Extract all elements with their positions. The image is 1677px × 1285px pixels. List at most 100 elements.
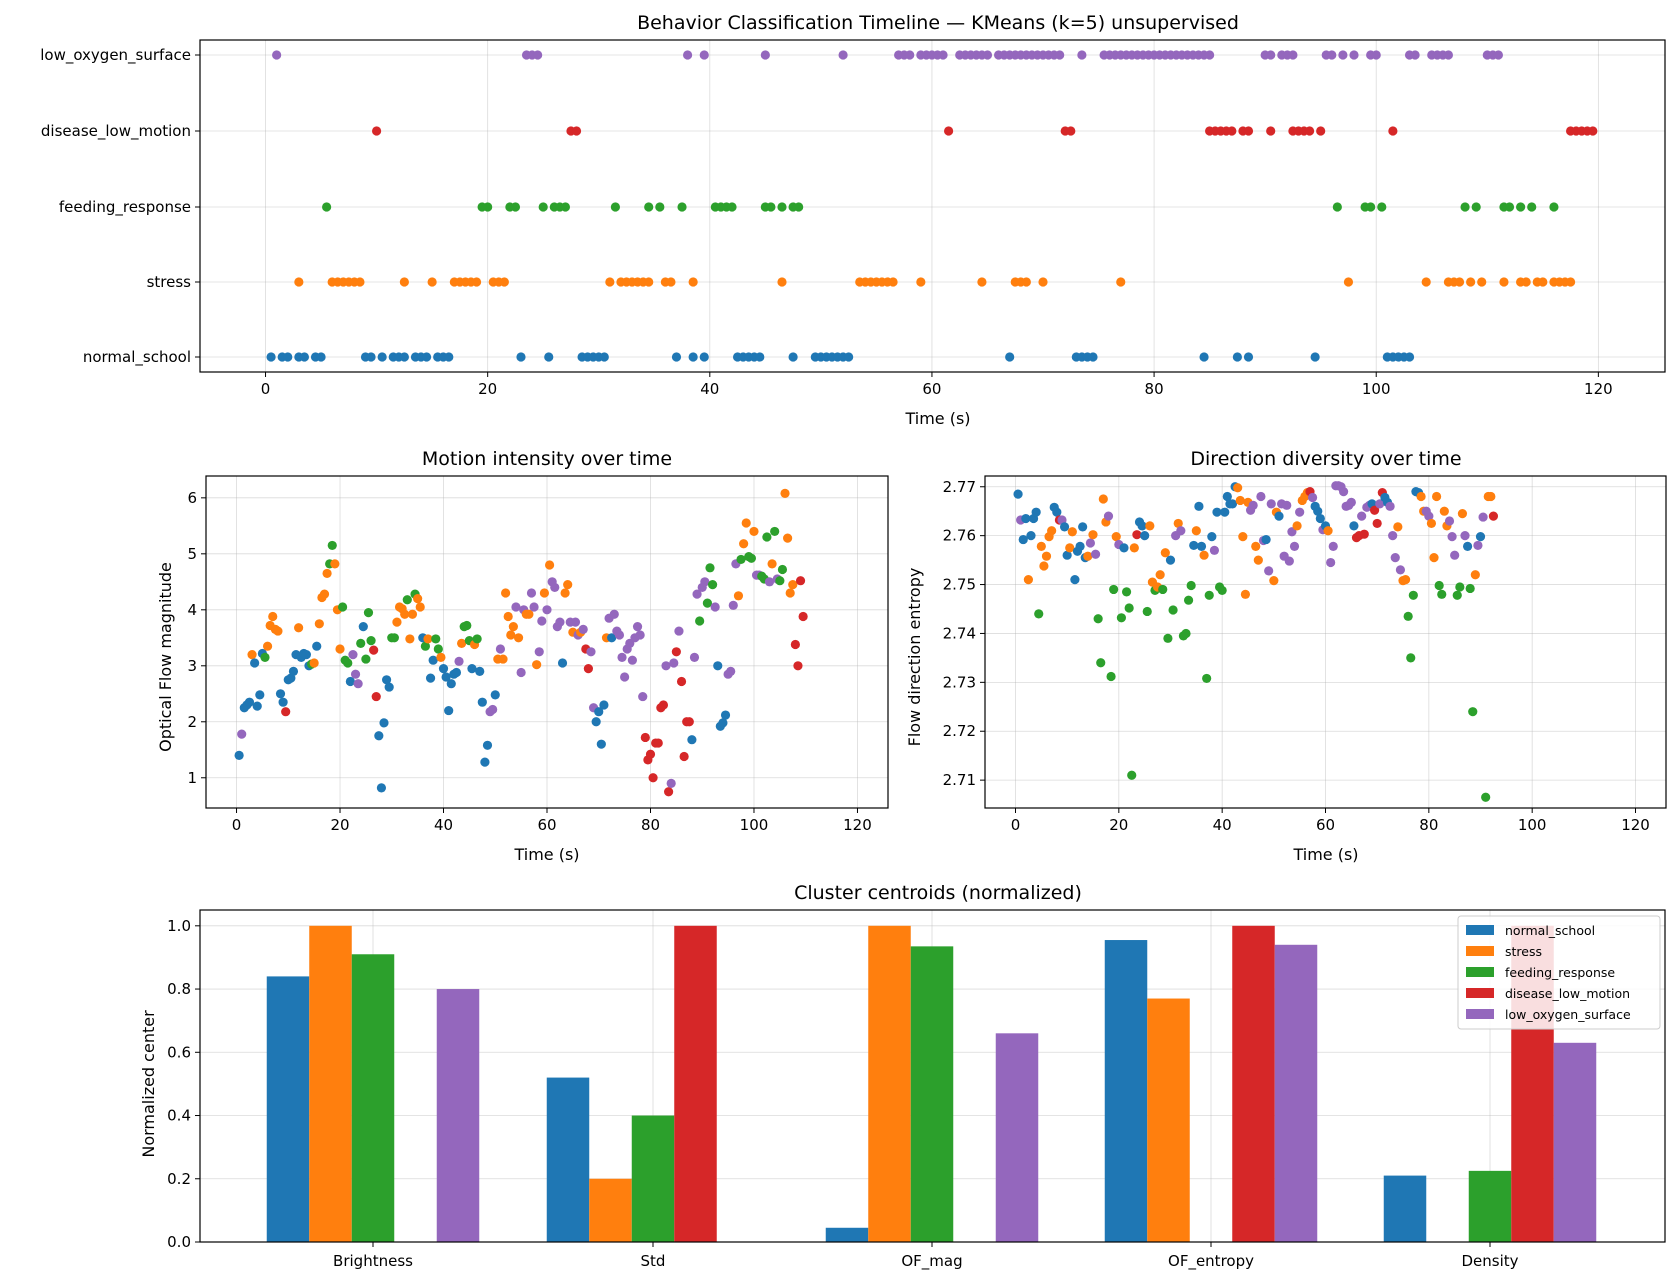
direction-point — [1468, 707, 1478, 717]
motion-point — [379, 718, 389, 728]
timeline-point — [777, 277, 787, 287]
motion-point — [617, 652, 627, 662]
direction-point — [1486, 491, 1496, 502]
direction-point — [1400, 575, 1411, 585]
timeline-panel: Behavior Classification Timeline — KMean… — [40, 12, 1666, 428]
direction-point — [1307, 492, 1318, 503]
motion-point — [252, 701, 262, 711]
motion-point — [707, 580, 718, 590]
direction-point — [1023, 575, 1034, 585]
bar-normal_school-Std — [546, 1077, 590, 1242]
timeline-point — [377, 352, 387, 362]
motion-point — [405, 634, 415, 644]
motion-point — [534, 647, 544, 657]
timeline-point — [399, 277, 409, 287]
motion-point — [537, 616, 547, 626]
motion-point — [260, 652, 270, 662]
direction-point — [1173, 518, 1183, 529]
timeline-point — [371, 126, 382, 136]
y-tick-label-normal_school: normal_school — [83, 348, 191, 367]
motion-point — [777, 564, 788, 575]
timeline-point — [755, 352, 765, 362]
bar-stress-OF_mag — [868, 925, 911, 1242]
direction-point — [1292, 521, 1302, 531]
timeline-point — [533, 50, 543, 60]
motion-point — [358, 622, 368, 632]
motion-point — [436, 652, 446, 662]
bar-normal_school-OF_mag — [825, 1227, 869, 1242]
motion-point — [718, 718, 728, 728]
legend-swatch-stress — [1466, 946, 1494, 956]
motion-point — [586, 647, 596, 657]
y-tick-label: 0.8 — [167, 980, 191, 998]
legend-swatch-feeding_response — [1466, 967, 1494, 977]
motion-point — [350, 669, 361, 679]
x-tick-label-Brightness: Brightness — [333, 1252, 413, 1270]
motion-point — [281, 707, 291, 717]
bar-disease_low_motion-Std — [674, 925, 717, 1242]
direction-point — [1165, 555, 1176, 565]
direction-point — [1429, 553, 1439, 563]
direction-point — [1248, 500, 1258, 510]
motion-point — [495, 644, 506, 654]
motion-point — [327, 540, 337, 551]
timeline-point — [938, 50, 948, 60]
motion-point — [451, 667, 462, 678]
direction-point — [1121, 587, 1132, 597]
motion-ylabel: Optical Flow magnitude — [156, 562, 175, 752]
timeline-point — [1377, 202, 1387, 212]
y-tick-label: 2.71 — [943, 771, 976, 789]
y-tick-label: 4 — [187, 601, 197, 619]
x-tick-label: 60 — [537, 816, 556, 834]
timeline-point — [1565, 277, 1576, 287]
timeline-point — [1232, 352, 1242, 362]
timeline-point — [905, 50, 915, 60]
motion-point — [413, 594, 423, 604]
x-tick-label: 120 — [1621, 816, 1650, 834]
legend-label-feeding_response: feeding_response — [1505, 965, 1615, 980]
motion-point — [309, 658, 319, 668]
motion-point — [671, 647, 681, 657]
direction-point — [1349, 521, 1359, 531]
direction-point — [1434, 580, 1444, 591]
timeline-point — [1310, 352, 1320, 362]
direction-point — [1369, 505, 1380, 515]
direction-point — [1439, 506, 1449, 516]
direction-point — [1251, 541, 1261, 552]
direction-point — [1372, 518, 1382, 529]
timeline-point — [316, 352, 326, 362]
legend-box — [1457, 915, 1661, 1030]
motion-point — [237, 729, 247, 739]
motion-point — [591, 717, 601, 727]
timeline-point — [644, 277, 654, 287]
bar-low_oxygen_surface-Brightness — [436, 989, 480, 1242]
motion-point — [674, 626, 684, 636]
direction-point — [1075, 541, 1085, 552]
timeline-point — [1477, 277, 1487, 287]
timeline-point — [483, 202, 493, 212]
timeline-axes — [199, 39, 1666, 373]
motion-point — [557, 658, 568, 668]
motion-point — [423, 634, 433, 644]
timeline-point — [682, 50, 693, 60]
motion-point — [472, 634, 482, 644]
timeline-point — [1327, 50, 1337, 60]
motion-point — [739, 539, 749, 549]
timeline-title: Behavior Classification Timeline — KMean… — [637, 12, 1239, 34]
timeline-point — [322, 202, 332, 212]
x-tick-label: 100 — [1518, 816, 1547, 834]
motion-point — [275, 689, 286, 699]
direction-point — [1013, 489, 1023, 499]
x-tick-label: 20 — [478, 380, 497, 398]
timeline-point — [1077, 50, 1087, 60]
direction-point — [1240, 589, 1251, 599]
motion-grid — [206, 476, 888, 808]
timeline-point — [266, 352, 276, 362]
motion-point — [720, 710, 731, 720]
motion-point — [599, 700, 609, 710]
motion-title: Motion intensity over time — [422, 448, 672, 470]
direction-point — [1450, 550, 1460, 560]
direction-point — [1289, 541, 1300, 552]
x-tick-label: 40 — [700, 380, 719, 398]
